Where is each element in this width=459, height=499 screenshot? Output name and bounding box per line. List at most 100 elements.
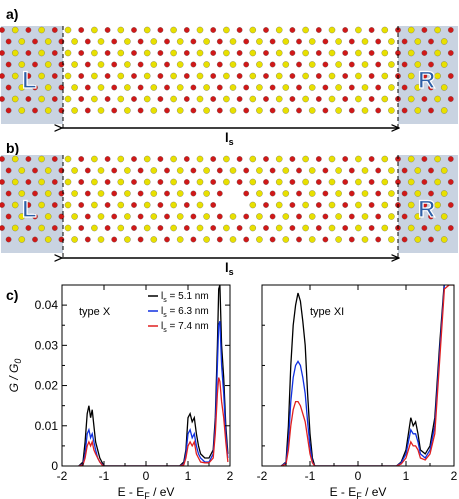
metal-atom — [170, 201, 177, 209]
metal-atom — [143, 178, 151, 186]
oxygen-atom — [157, 50, 164, 56]
metal-atom — [44, 84, 52, 91]
x-tick-label: -1 — [99, 469, 110, 483]
oxygen-atom — [5, 84, 12, 91]
oxygen-atom — [78, 202, 85, 208]
metal-atom — [170, 49, 177, 57]
oxygen-atom — [216, 213, 223, 220]
oxygen-atom — [131, 179, 137, 185]
metal-atom — [335, 213, 342, 220]
oxygen-atom — [296, 167, 302, 174]
metal-atom — [176, 84, 184, 91]
metal-atom — [440, 107, 448, 114]
metal-atom — [150, 190, 158, 197]
oxygen-atom — [348, 236, 355, 243]
oxygen-atom — [289, 96, 296, 102]
metal-atom — [176, 107, 184, 114]
atom-lattice-a — [0, 26, 454, 114]
oxygen-atom — [104, 73, 111, 79]
oxygen-atom — [137, 107, 144, 114]
oxygen-atom — [447, 96, 454, 102]
metal-atom — [407, 155, 415, 163]
metal-atom — [434, 201, 441, 209]
oxygen-atom — [322, 236, 329, 243]
metal-atom — [11, 26, 19, 34]
metal-atom — [355, 26, 362, 34]
oxygen-atom — [25, 96, 32, 102]
metal-atom — [249, 49, 257, 57]
chart-1: -2 -1 0 1 2 0 0.01 0.02 0.03 0.04 type X E - EF / e… — [7, 284, 234, 499]
oxygen-atom — [401, 167, 408, 174]
oxygen-atom — [216, 38, 223, 45]
metal-atom — [407, 72, 415, 80]
metal-atom — [18, 213, 26, 220]
oxygen-atom — [342, 156, 349, 162]
metal-atom — [143, 95, 151, 103]
metal-atom — [440, 213, 448, 220]
oxygen-atom — [289, 50, 296, 56]
oxygen-atom — [190, 167, 197, 174]
oxygen-atom — [348, 190, 355, 197]
metal-atom — [223, 95, 230, 103]
metal-atom — [381, 155, 389, 163]
oxygen-atom — [131, 202, 137, 208]
metal-atom — [440, 236, 448, 243]
oxygen-atom — [421, 27, 428, 33]
metal-atom — [355, 72, 362, 80]
metal-atom — [71, 107, 78, 114]
oxygen-atom — [78, 225, 85, 231]
oxygen-atom — [0, 50, 5, 56]
metal-atom — [18, 38, 26, 45]
metal-atom — [229, 38, 237, 45]
metal-atom — [328, 178, 336, 186]
oxygen-atom — [78, 179, 85, 185]
metal-atom — [434, 155, 441, 163]
oxygen-atom — [315, 202, 322, 208]
metal-atom — [440, 38, 448, 45]
oxygen-atom — [263, 50, 269, 56]
metal-atom — [414, 167, 422, 174]
metal-atom — [407, 49, 415, 57]
metal-atom — [381, 178, 389, 186]
oxygen-atom — [58, 84, 65, 91]
metal-atom — [64, 49, 72, 57]
oxygen-atom — [368, 27, 375, 33]
oxygen-atom — [111, 236, 118, 243]
oxygen-atom — [84, 38, 91, 45]
oxygen-atom — [236, 27, 243, 33]
metal-atom — [308, 38, 316, 45]
oxygen-atom — [210, 50, 217, 56]
metal-atom — [308, 84, 316, 91]
oxygen-atom — [342, 50, 349, 56]
metal-atom — [302, 201, 309, 209]
x-axis-label: E - EF / eV — [330, 485, 387, 499]
oxygen-atom — [5, 167, 12, 174]
oxygen-atom — [78, 156, 85, 162]
metal-atom — [71, 61, 78, 68]
oxygen-atom — [447, 73, 454, 79]
metal-atom — [18, 236, 26, 243]
oxygen-atom — [164, 236, 170, 243]
panel-b-structure: L R ls — [0, 155, 458, 277]
metal-atom — [275, 49, 283, 57]
metal-atom — [407, 26, 415, 34]
metal-atom — [150, 213, 158, 220]
metal-atom — [117, 26, 125, 34]
oxygen-atom — [421, 179, 428, 185]
oxygen-atom — [289, 73, 296, 79]
metal-atom — [223, 224, 230, 232]
oxygen-atom — [315, 27, 322, 33]
metal-atom — [44, 38, 52, 45]
oxygen-atom — [296, 236, 302, 243]
oxygen-atom — [5, 190, 12, 197]
oxygen-atom — [210, 27, 217, 33]
metal-atom — [196, 95, 204, 103]
oxygen-atom — [58, 213, 65, 220]
metal-atom — [176, 61, 184, 68]
oxygen-atom — [183, 202, 190, 208]
metal-atom — [97, 167, 105, 174]
oxygen-atom — [322, 213, 329, 220]
oxygen-atom — [368, 225, 375, 231]
metal-atom — [124, 213, 131, 220]
oxygen-atom — [269, 107, 276, 114]
